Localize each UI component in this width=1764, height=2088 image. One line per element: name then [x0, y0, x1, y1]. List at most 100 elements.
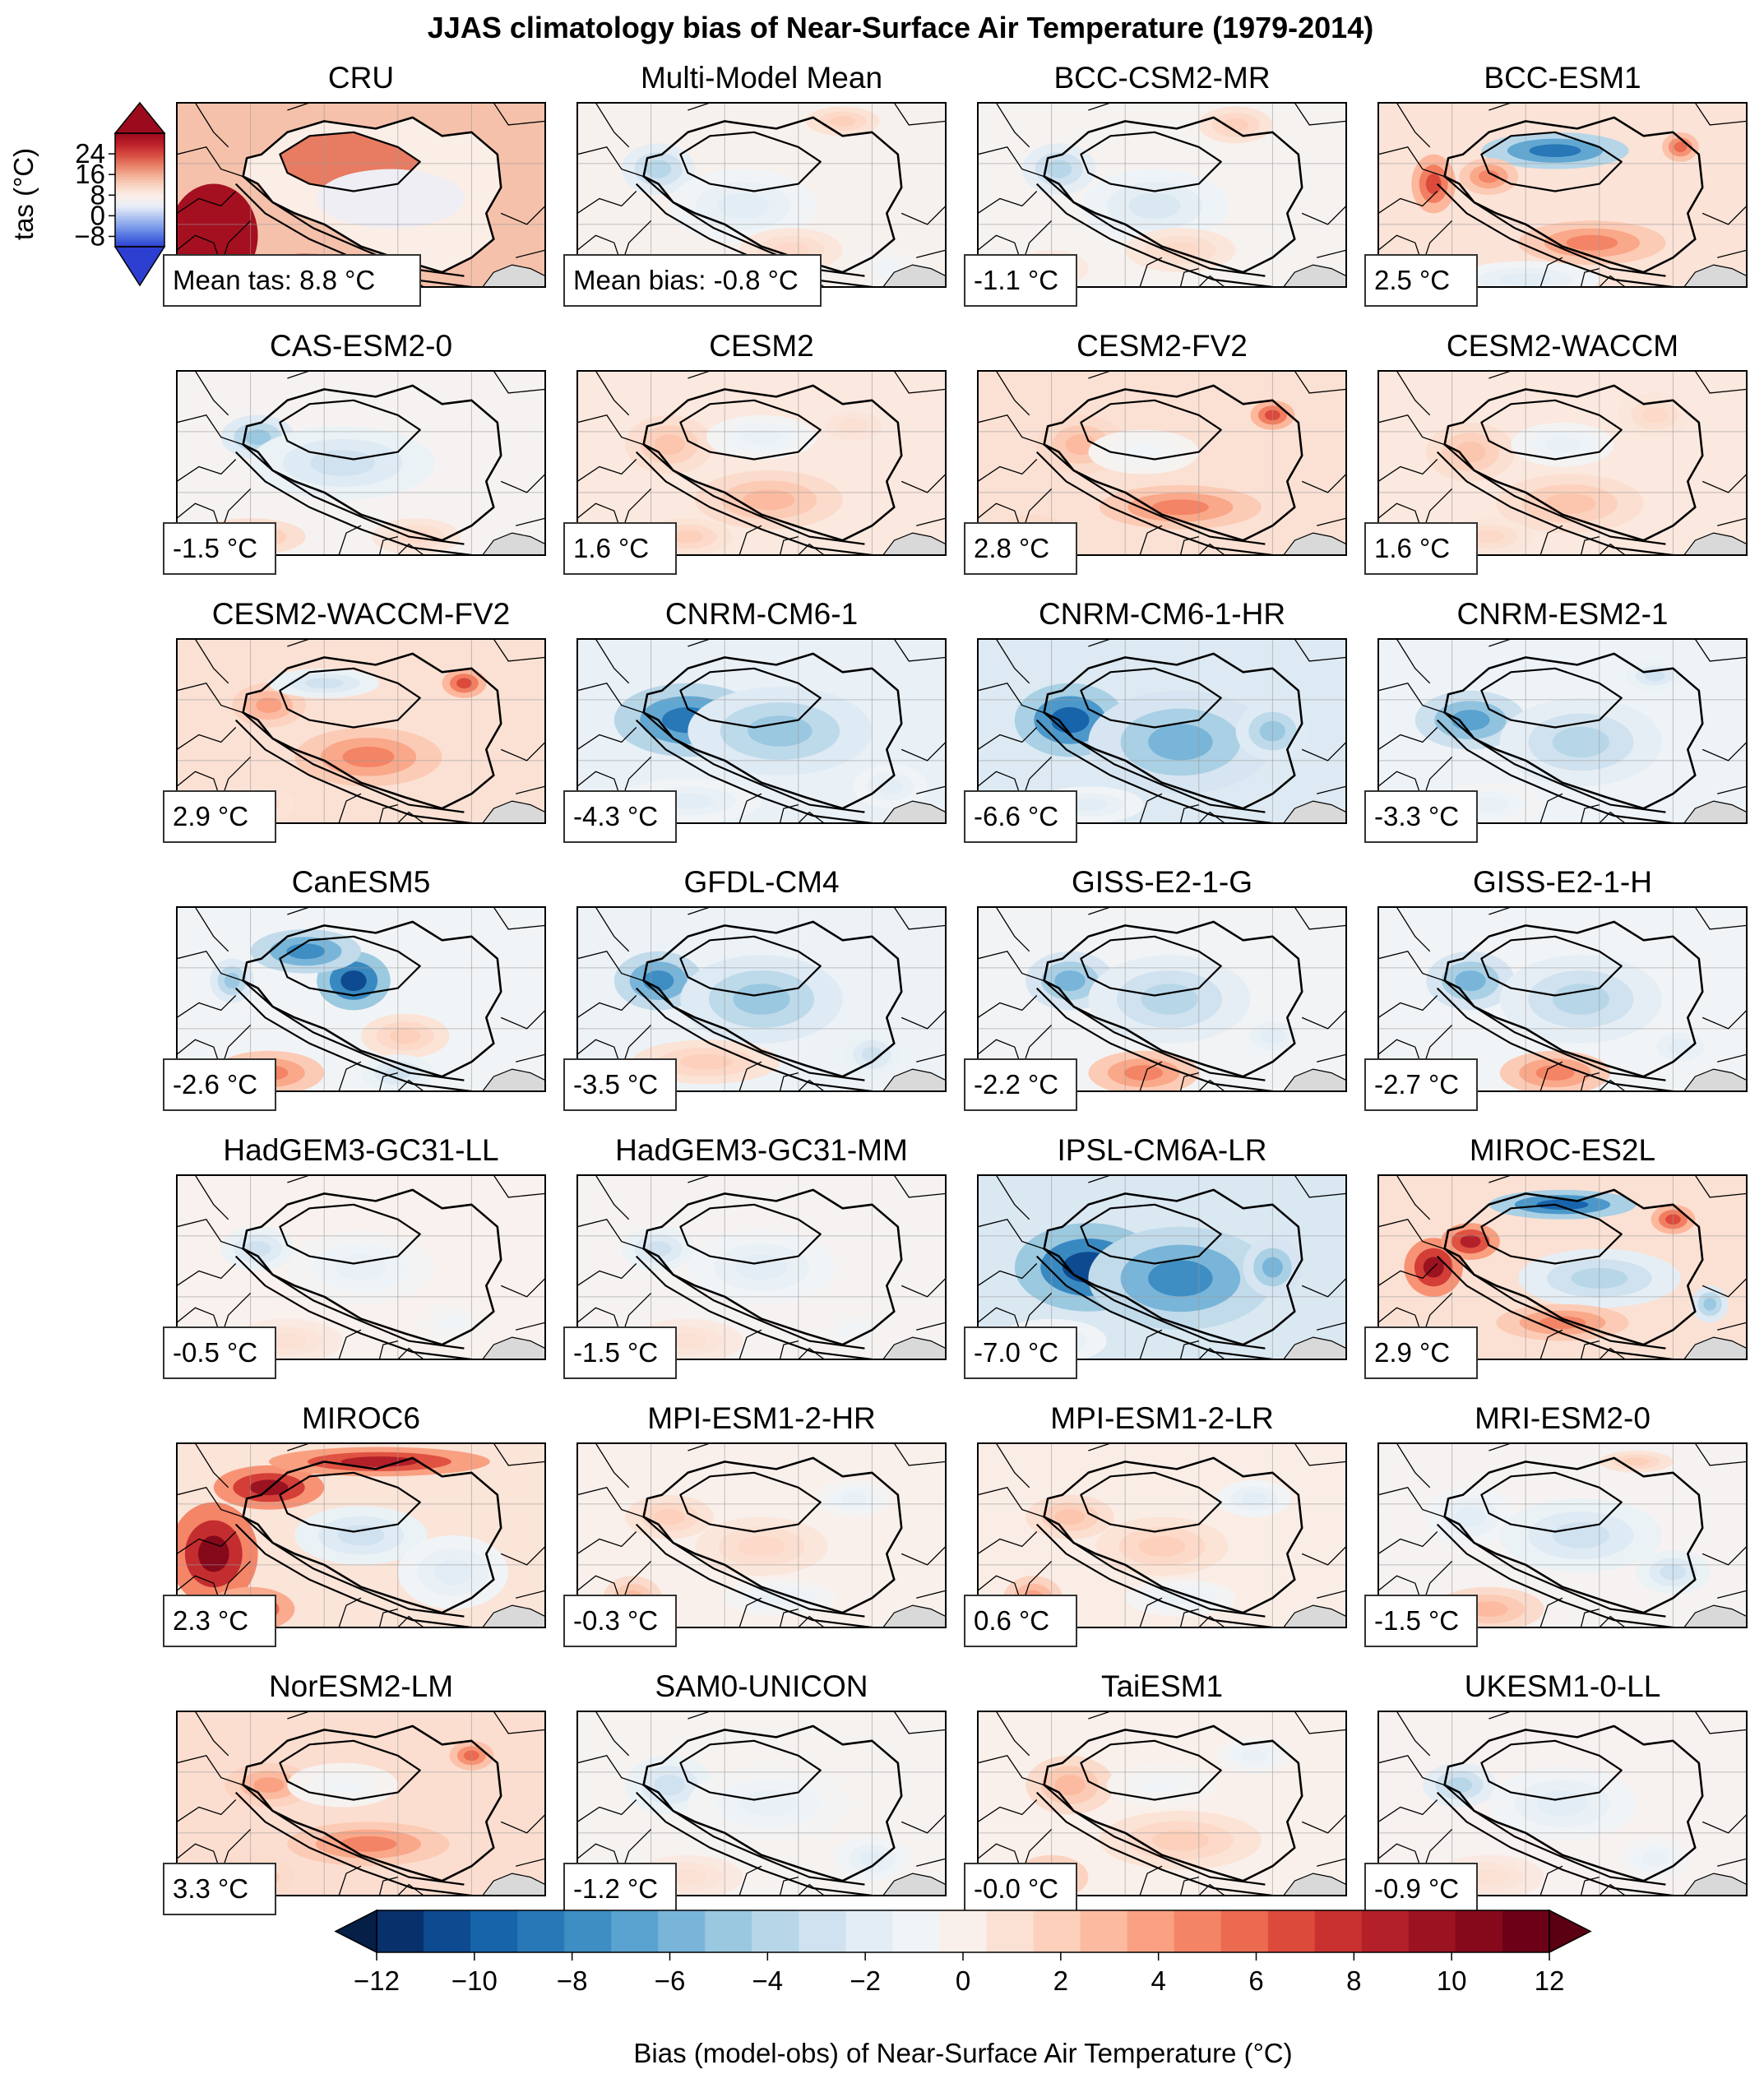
country-border: [1599, 1079, 1626, 1091]
map-panel: MPI-ESM1-2-LR 0.6 °C: [964, 1401, 1347, 1647]
country-border: [287, 1175, 310, 1183]
country-border: [177, 1799, 237, 1822]
ref-colorbar-segment: [115, 225, 164, 229]
masked-land: [482, 1068, 545, 1091]
country-border: [516, 249, 545, 258]
himalaya-outline: [1035, 1255, 1273, 1359]
country-border: [779, 1340, 799, 1359]
panel-value-label: 3.3 °C: [173, 1873, 248, 1904]
country-border: [577, 414, 644, 446]
country-border: [177, 414, 243, 446]
country-border: [688, 1443, 711, 1451]
bias-colorbar-tick-label: 6: [1248, 1965, 1263, 1996]
bias-contour: [1128, 192, 1181, 220]
country-border: [1701, 741, 1747, 762]
panel-title: HadGEM3-GC31-MM: [615, 1133, 908, 1167]
country-border: [1317, 517, 1346, 526]
bias-contour: [717, 192, 769, 220]
masked-land: [1283, 800, 1346, 823]
ref-colorbar-segment: [115, 174, 164, 178]
ref-colorbar-frame: [114, 132, 165, 248]
country-border: [1294, 371, 1346, 394]
country-border: [516, 1053, 545, 1063]
bias-contour: [1054, 1775, 1086, 1796]
country-border: [287, 907, 310, 915]
country-border: [378, 1608, 398, 1627]
country-border: [1694, 907, 1747, 930]
bias-contour: [197, 1535, 229, 1572]
country-border: [177, 1487, 243, 1518]
country-border: [577, 1219, 644, 1250]
ref-colorbar-segment: [115, 190, 164, 193]
value-box: [1364, 1326, 1478, 1379]
bias-colorbar-extend-min: [334, 1909, 377, 1954]
map-field: [177, 639, 545, 823]
country-border: [978, 414, 1044, 446]
panel-title: CESM2-WACCM-FV2: [212, 597, 510, 631]
himalaya-outline: [642, 443, 865, 545]
bias-colorbar-segment: [939, 1910, 988, 1952]
country-border: [1378, 683, 1445, 714]
himalaya-outline: [1043, 175, 1266, 277]
country-border: [177, 146, 243, 178]
map-panel: CNRM-ESM2-1 -3.3 °C: [1364, 597, 1748, 843]
panel-value-label: 2.5 °C: [1374, 265, 1450, 295]
bias-colorbar-tick-label: 10: [1437, 1965, 1467, 1996]
country-border: [1599, 1615, 1626, 1627]
country-border: [1717, 1590, 1747, 1599]
map-panel: CESM2-WACCM-FV2 2.9 °C: [163, 597, 546, 843]
value-box: [163, 1058, 276, 1111]
country-border: [378, 535, 398, 555]
country-border: [1378, 1575, 1424, 1606]
country-border: [194, 371, 229, 416]
country-border: [1396, 1443, 1431, 1488]
country-border: [177, 1039, 222, 1070]
country-border: [978, 1263, 1038, 1286]
panel-value-label: 2.8 °C: [974, 533, 1049, 563]
bias-contour: [440, 1314, 466, 1331]
plateau-outline: [1443, 1188, 1704, 1346]
country-border: [177, 1219, 243, 1250]
himalaya-outline: [635, 1523, 873, 1627]
country-border: [177, 771, 222, 802]
country-border: [378, 1876, 398, 1896]
panel-title: NorESM2-LM: [269, 1669, 453, 1703]
map-panel: SAM0-UNICON -1.2 °C: [563, 1669, 947, 1915]
ref-colorbar-segment: [115, 241, 164, 245]
masked-land: [1683, 264, 1747, 287]
bias-contour: [1141, 984, 1198, 1015]
map-field: [1378, 103, 1747, 287]
basin-outline: [679, 131, 822, 192]
himalaya-outline: [1443, 979, 1666, 1081]
value-box: [163, 790, 276, 843]
country-border: [1378, 1039, 1424, 1070]
country-border: [901, 741, 946, 762]
country-border: [978, 771, 1023, 802]
bias-colorbar-segment: [470, 1910, 518, 1952]
himalaya-outline: [642, 1516, 865, 1618]
masked-land: [482, 800, 545, 823]
country-border: [577, 1843, 623, 1874]
bias-contour: [1544, 437, 1581, 452]
masked-land: [882, 264, 946, 287]
country-border: [1317, 1053, 1346, 1063]
masked-land: [1283, 264, 1346, 287]
country-border: [1378, 1799, 1438, 1822]
country-border: [1580, 267, 1600, 287]
bias-colorbar-segment: [424, 1910, 471, 1952]
country-border: [397, 1615, 424, 1627]
country-border: [493, 1443, 545, 1466]
country-border: [1701, 1545, 1747, 1566]
country-border: [798, 543, 825, 555]
basin-outline: [1480, 399, 1623, 461]
panel-value-label: -1.5 °C: [173, 533, 257, 563]
panel-frame: [176, 1174, 546, 1360]
country-border: [1378, 414, 1445, 446]
panel-value-label: 2.3 °C: [173, 1605, 248, 1636]
value-box: [1364, 1863, 1478, 1915]
basin-outline: [679, 1471, 822, 1533]
country-border: [1198, 1347, 1225, 1359]
country-border: [798, 1615, 825, 1627]
map-panel: TaiESM1 -0.0 °C: [964, 1669, 1347, 1915]
bias-contour: [1148, 1260, 1213, 1297]
